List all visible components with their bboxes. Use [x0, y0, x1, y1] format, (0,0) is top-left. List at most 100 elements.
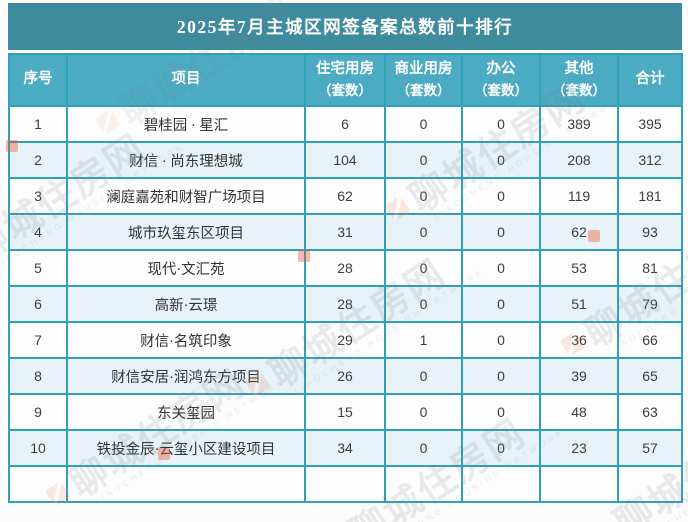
col-header-label: 商业用房 — [394, 61, 453, 77]
cell-other: 51 — [539, 285, 619, 323]
col-header-label: 序号 — [23, 71, 53, 88]
col-header-rank: 序号 — [8, 53, 68, 107]
cell-residential: 29 — [304, 321, 386, 359]
cell-residential: 62 — [304, 177, 386, 215]
cell-other: 119 — [539, 177, 619, 215]
cell-residential: 34 — [304, 429, 386, 467]
table-row: 8 财信安居·润鸿东方项目 26 0 0 39 65 — [8, 357, 683, 395]
cell-residential: 26 — [304, 357, 386, 395]
cell-other: 62 — [539, 213, 619, 251]
cell-commercial: 0 — [384, 105, 463, 143]
cell-commercial: 0 — [384, 213, 463, 251]
col-header-sublabel: （套数） — [552, 82, 606, 98]
ranking-table: 序号 项目 住宅用房 （套数） 商业用房 （套数） 办公 （套数） — [8, 53, 683, 503]
cell-commercial: 0 — [384, 249, 463, 287]
table-header: 序号 项目 住宅用房 （套数） 商业用房 （套数） 办公 （套数） — [8, 53, 683, 107]
cell-total: 181 — [617, 177, 683, 215]
cell-other: 36 — [539, 321, 619, 359]
cell-office: 0 — [461, 357, 541, 395]
cell-office: 0 — [461, 249, 541, 287]
cell-commercial: 0 — [384, 141, 463, 179]
cell-other: 39 — [539, 357, 619, 395]
col-header-label: 住宅用房 — [316, 61, 374, 77]
cell-office: 0 — [461, 177, 541, 215]
col-header-residential: 住宅用房 （套数） — [304, 53, 386, 107]
col-header-label: 合计 — [635, 71, 665, 88]
cell-other: 48 — [539, 393, 619, 431]
table-row-partial — [8, 465, 683, 503]
cell-residential: 15 — [304, 393, 386, 431]
col-header-label: 其他 — [564, 61, 594, 77]
table-row: 4 城市玖玺东区项目 31 0 0 62 93 — [8, 213, 683, 251]
cell-total: 57 — [617, 429, 683, 467]
table-title: 2025年7月主城区网签备案总数前十排行 — [8, 3, 682, 50]
col-header-commercial: 商业用房 （套数） — [384, 53, 463, 107]
cell-commercial: 1 — [384, 321, 463, 359]
cell-total: 81 — [617, 249, 683, 287]
cell-rank: 4 — [8, 213, 68, 251]
cell-rank: 3 — [8, 177, 68, 215]
col-header-sublabel: （套数） — [474, 82, 528, 98]
cell-other: 23 — [539, 429, 619, 467]
cell-project — [66, 465, 306, 503]
cell-residential: 31 — [304, 213, 386, 251]
cell-total: 395 — [617, 105, 683, 143]
table-row: 5 现代·文汇苑 28 0 0 53 81 — [8, 249, 683, 287]
cell-commercial: 0 — [384, 357, 463, 395]
table-row: 3 澜庭嘉苑和财智广场项目 62 0 0 119 181 — [8, 177, 683, 215]
col-header-project: 项目 — [66, 53, 306, 107]
col-header-total: 合计 — [617, 53, 683, 107]
cell-office: 0 — [461, 141, 541, 179]
ranking-table-container: 2025年7月主城区网签备案总数前十排行 序号 项目 住宅用房 （套数） 商业用… — [8, 3, 683, 503]
cell-project: 高新·云璟 — [66, 285, 306, 323]
table-row: 1 碧桂园 · 星汇 6 0 0 389 395 — [8, 105, 683, 143]
cell-commercial: 0 — [384, 177, 463, 215]
cell-total: 312 — [617, 141, 683, 179]
cell-total — [617, 465, 683, 503]
cell-office: 0 — [461, 105, 541, 143]
cell-total: 79 — [617, 285, 683, 323]
cell-office: 0 — [461, 285, 541, 323]
cell-office: 0 — [461, 213, 541, 251]
cell-rank — [8, 465, 68, 503]
col-header-label: 办公 — [486, 61, 516, 77]
table-row: 10 铁投金辰·云玺小区建设项目 34 0 0 23 57 — [8, 429, 683, 467]
cell-project: 碧桂园 · 星汇 — [66, 105, 306, 143]
cell-rank: 6 — [8, 285, 68, 323]
cell-rank: 5 — [8, 249, 68, 287]
table-row: 9 东关玺园 15 0 0 48 63 — [8, 393, 683, 431]
cell-residential: 28 — [304, 285, 386, 323]
cell-project: 财信 · 尚东理想城 — [66, 141, 306, 179]
col-header-other: 其他 （套数） — [539, 53, 619, 107]
cell-project: 现代·文汇苑 — [66, 249, 306, 287]
cell-project: 铁投金辰·云玺小区建设项目 — [66, 429, 306, 467]
table-row: 6 高新·云璟 28 0 0 51 79 — [8, 285, 683, 323]
cell-rank: 8 — [8, 357, 68, 395]
cell-project: 财信·名筑印象 — [66, 321, 306, 359]
col-header-label: 项目 — [171, 71, 201, 88]
cell-residential: 28 — [304, 249, 386, 287]
cell-project: 城市玖玺东区项目 — [66, 213, 306, 251]
cell-rank: 9 — [8, 393, 68, 431]
cell-other — [539, 465, 619, 503]
cell-total: 66 — [617, 321, 683, 359]
cell-office — [461, 465, 541, 503]
cell-total: 93 — [617, 213, 683, 251]
cell-rank: 10 — [8, 429, 68, 467]
cell-project: 财信安居·润鸿东方项目 — [66, 357, 306, 395]
table-row: 7 财信·名筑印象 29 1 0 36 66 — [8, 321, 683, 359]
cell-commercial: 0 — [384, 429, 463, 467]
table-body: 1 碧桂园 · 星汇 6 0 0 389 395 2 财信 · 尚东理想城 10… — [8, 105, 683, 503]
cell-other: 53 — [539, 249, 619, 287]
cell-residential: 104 — [304, 141, 386, 179]
cell-commercial — [384, 465, 463, 503]
col-header-office: 办公 （套数） — [461, 53, 541, 107]
header-row: 序号 项目 住宅用房 （套数） 商业用房 （套数） 办公 （套数） — [8, 53, 683, 107]
cell-residential — [304, 465, 386, 503]
cell-total: 63 — [617, 393, 683, 431]
cell-total: 65 — [617, 357, 683, 395]
cell-residential: 6 — [304, 105, 386, 143]
cell-other: 208 — [539, 141, 619, 179]
cell-office: 0 — [461, 393, 541, 431]
